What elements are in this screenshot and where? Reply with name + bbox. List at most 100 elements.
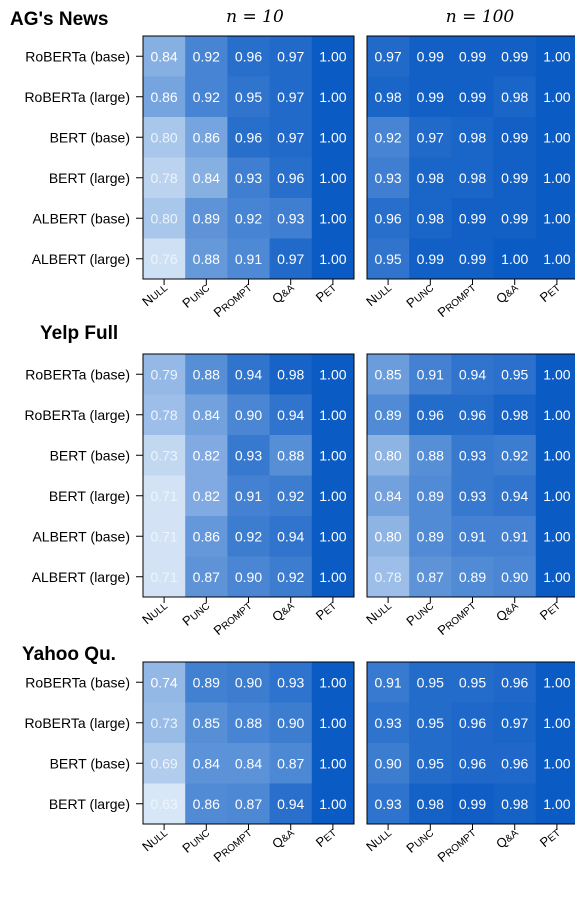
cell-value-label: 0.97 — [374, 48, 401, 64]
cell-value-label: 0.90 — [277, 715, 304, 731]
heatmap-cell — [535, 157, 575, 199]
cell-value-label: 1.00 — [319, 170, 346, 186]
heatmap-cell — [409, 556, 452, 598]
x-tick-label: PROMPT — [210, 598, 254, 638]
section-title: Yahoo Qu. — [22, 644, 116, 665]
heatmap-cell — [451, 662, 495, 703]
heatmap-cell — [451, 157, 495, 199]
heatmap-cell — [493, 157, 537, 199]
heatmap-cell — [535, 662, 575, 703]
heatmap-cell — [227, 435, 271, 476]
cell-value-label: 0.71 — [150, 488, 177, 504]
heatmap-cell — [269, 354, 313, 395]
heatmap-cell — [367, 475, 410, 517]
heatmap-cell — [269, 157, 313, 199]
heatmap-cell — [493, 76, 537, 118]
cell-value-label: 0.93 — [277, 210, 304, 226]
heatmap-cell — [143, 743, 186, 784]
x-tick-label: Q&A — [493, 280, 521, 307]
x-tick-label: NULL — [139, 825, 170, 855]
heatmap-cell — [227, 354, 271, 395]
heatmap-cell — [367, 662, 410, 703]
heatmap-cell — [269, 516, 313, 557]
x-tick-label: PUNC — [179, 598, 212, 629]
heatmap-cell — [367, 76, 410, 118]
cell-value-label: 0.91 — [501, 528, 528, 544]
cell-value-label: 0.92 — [193, 89, 220, 105]
cell-value-label: 0.98 — [501, 89, 528, 105]
heatmap-cell — [451, 354, 495, 395]
heatmap-cell — [535, 238, 575, 280]
heatmap-cell — [185, 76, 228, 118]
heatmap-section-2: Yahoo Qu. RoBERTa (base) RoBERTa (large) BE… — [22, 644, 575, 865]
cell-value-label: 0.84 — [374, 488, 401, 504]
x-tick-label: NULL — [139, 598, 170, 628]
column-title-0: n = 10 — [226, 7, 284, 27]
cell-value-label: 0.88 — [193, 366, 220, 382]
heatmap-cell — [493, 743, 537, 784]
cell-value-label: 0.95 — [459, 674, 486, 690]
x-tick-label: NULL — [139, 280, 170, 310]
heatmap-cell — [269, 198, 313, 239]
cell-value-label: 1.00 — [543, 715, 570, 731]
heatmap-cell — [185, 198, 228, 239]
cell-value-label: 1.00 — [319, 528, 346, 544]
heatmap-cell — [185, 238, 228, 280]
cell-value-label: 0.88 — [193, 251, 220, 267]
cell-value-label: 1.00 — [543, 569, 570, 585]
heatmap-cell — [143, 36, 186, 77]
row-label: BERT (base) — [50, 447, 130, 463]
cell-value-label: 0.91 — [235, 251, 262, 267]
heatmap-cell — [185, 662, 228, 703]
heatmap-cell — [493, 516, 537, 557]
heatmap-cell — [535, 76, 575, 118]
cell-value-label: 0.90 — [235, 407, 262, 423]
heatmap-cell — [493, 198, 537, 239]
x-tick-label: Q&A — [269, 598, 297, 625]
heatmap-cell — [409, 198, 452, 239]
cell-value-label: 0.99 — [459, 796, 486, 812]
heatmap-cell — [311, 702, 355, 744]
cell-value-label: 0.90 — [374, 755, 401, 771]
cell-value-label: 0.90 — [501, 569, 528, 585]
x-tick-label: Q&A — [269, 280, 297, 307]
cell-value-label: 0.99 — [417, 48, 444, 64]
cell-value-label: 0.94 — [459, 366, 486, 382]
cell-value-label: 0.84 — [150, 48, 177, 64]
cell-value-label: 0.91 — [417, 366, 444, 382]
x-tick-label: PROMPT — [210, 280, 254, 320]
heatmap-cell — [493, 662, 537, 703]
cell-value-label: 0.92 — [374, 129, 401, 145]
heatmap-panel-0: 0.79 0.88 0.94 0.98 1.00 0.78 0.84 0.90 0.94 1.00… — [139, 353, 355, 638]
heatmap-cell — [143, 435, 186, 476]
cell-value-label: 0.99 — [417, 251, 444, 267]
cell-value-label: 0.96 — [459, 715, 486, 731]
heatmap-cell — [143, 157, 186, 199]
cell-value-label: 0.99 — [501, 170, 528, 186]
cell-value-label: 0.97 — [277, 129, 304, 145]
heatmap-cell — [535, 783, 575, 825]
cell-value-label: 0.96 — [374, 210, 401, 226]
cell-value-label: 0.98 — [417, 210, 444, 226]
row-label: BERT (base) — [50, 755, 130, 771]
x-tick-label: Q&A — [493, 825, 521, 852]
heatmap-cell — [451, 198, 495, 239]
heatmap-cell — [269, 394, 313, 436]
heatmap-cell — [493, 394, 537, 436]
cell-value-label: 1.00 — [543, 129, 570, 145]
heatmap-cell — [535, 516, 575, 557]
cell-value-label: 0.85 — [193, 715, 220, 731]
cell-value-label: 0.73 — [150, 447, 177, 463]
cell-value-label: 0.95 — [417, 674, 444, 690]
cell-value-label: 0.71 — [150, 569, 177, 585]
heatmap-cell — [367, 743, 410, 784]
heatmap-cell — [185, 516, 228, 557]
heatmap-cell — [493, 238, 537, 280]
x-tick-label: PET — [537, 825, 563, 850]
cell-value-label: 1.00 — [543, 48, 570, 64]
heatmap-cell — [451, 516, 495, 557]
cell-value-label: 0.69 — [150, 755, 177, 771]
cell-value-label: 0.99 — [501, 48, 528, 64]
heatmap-cell — [409, 354, 452, 395]
heatmap-cell — [311, 394, 355, 436]
